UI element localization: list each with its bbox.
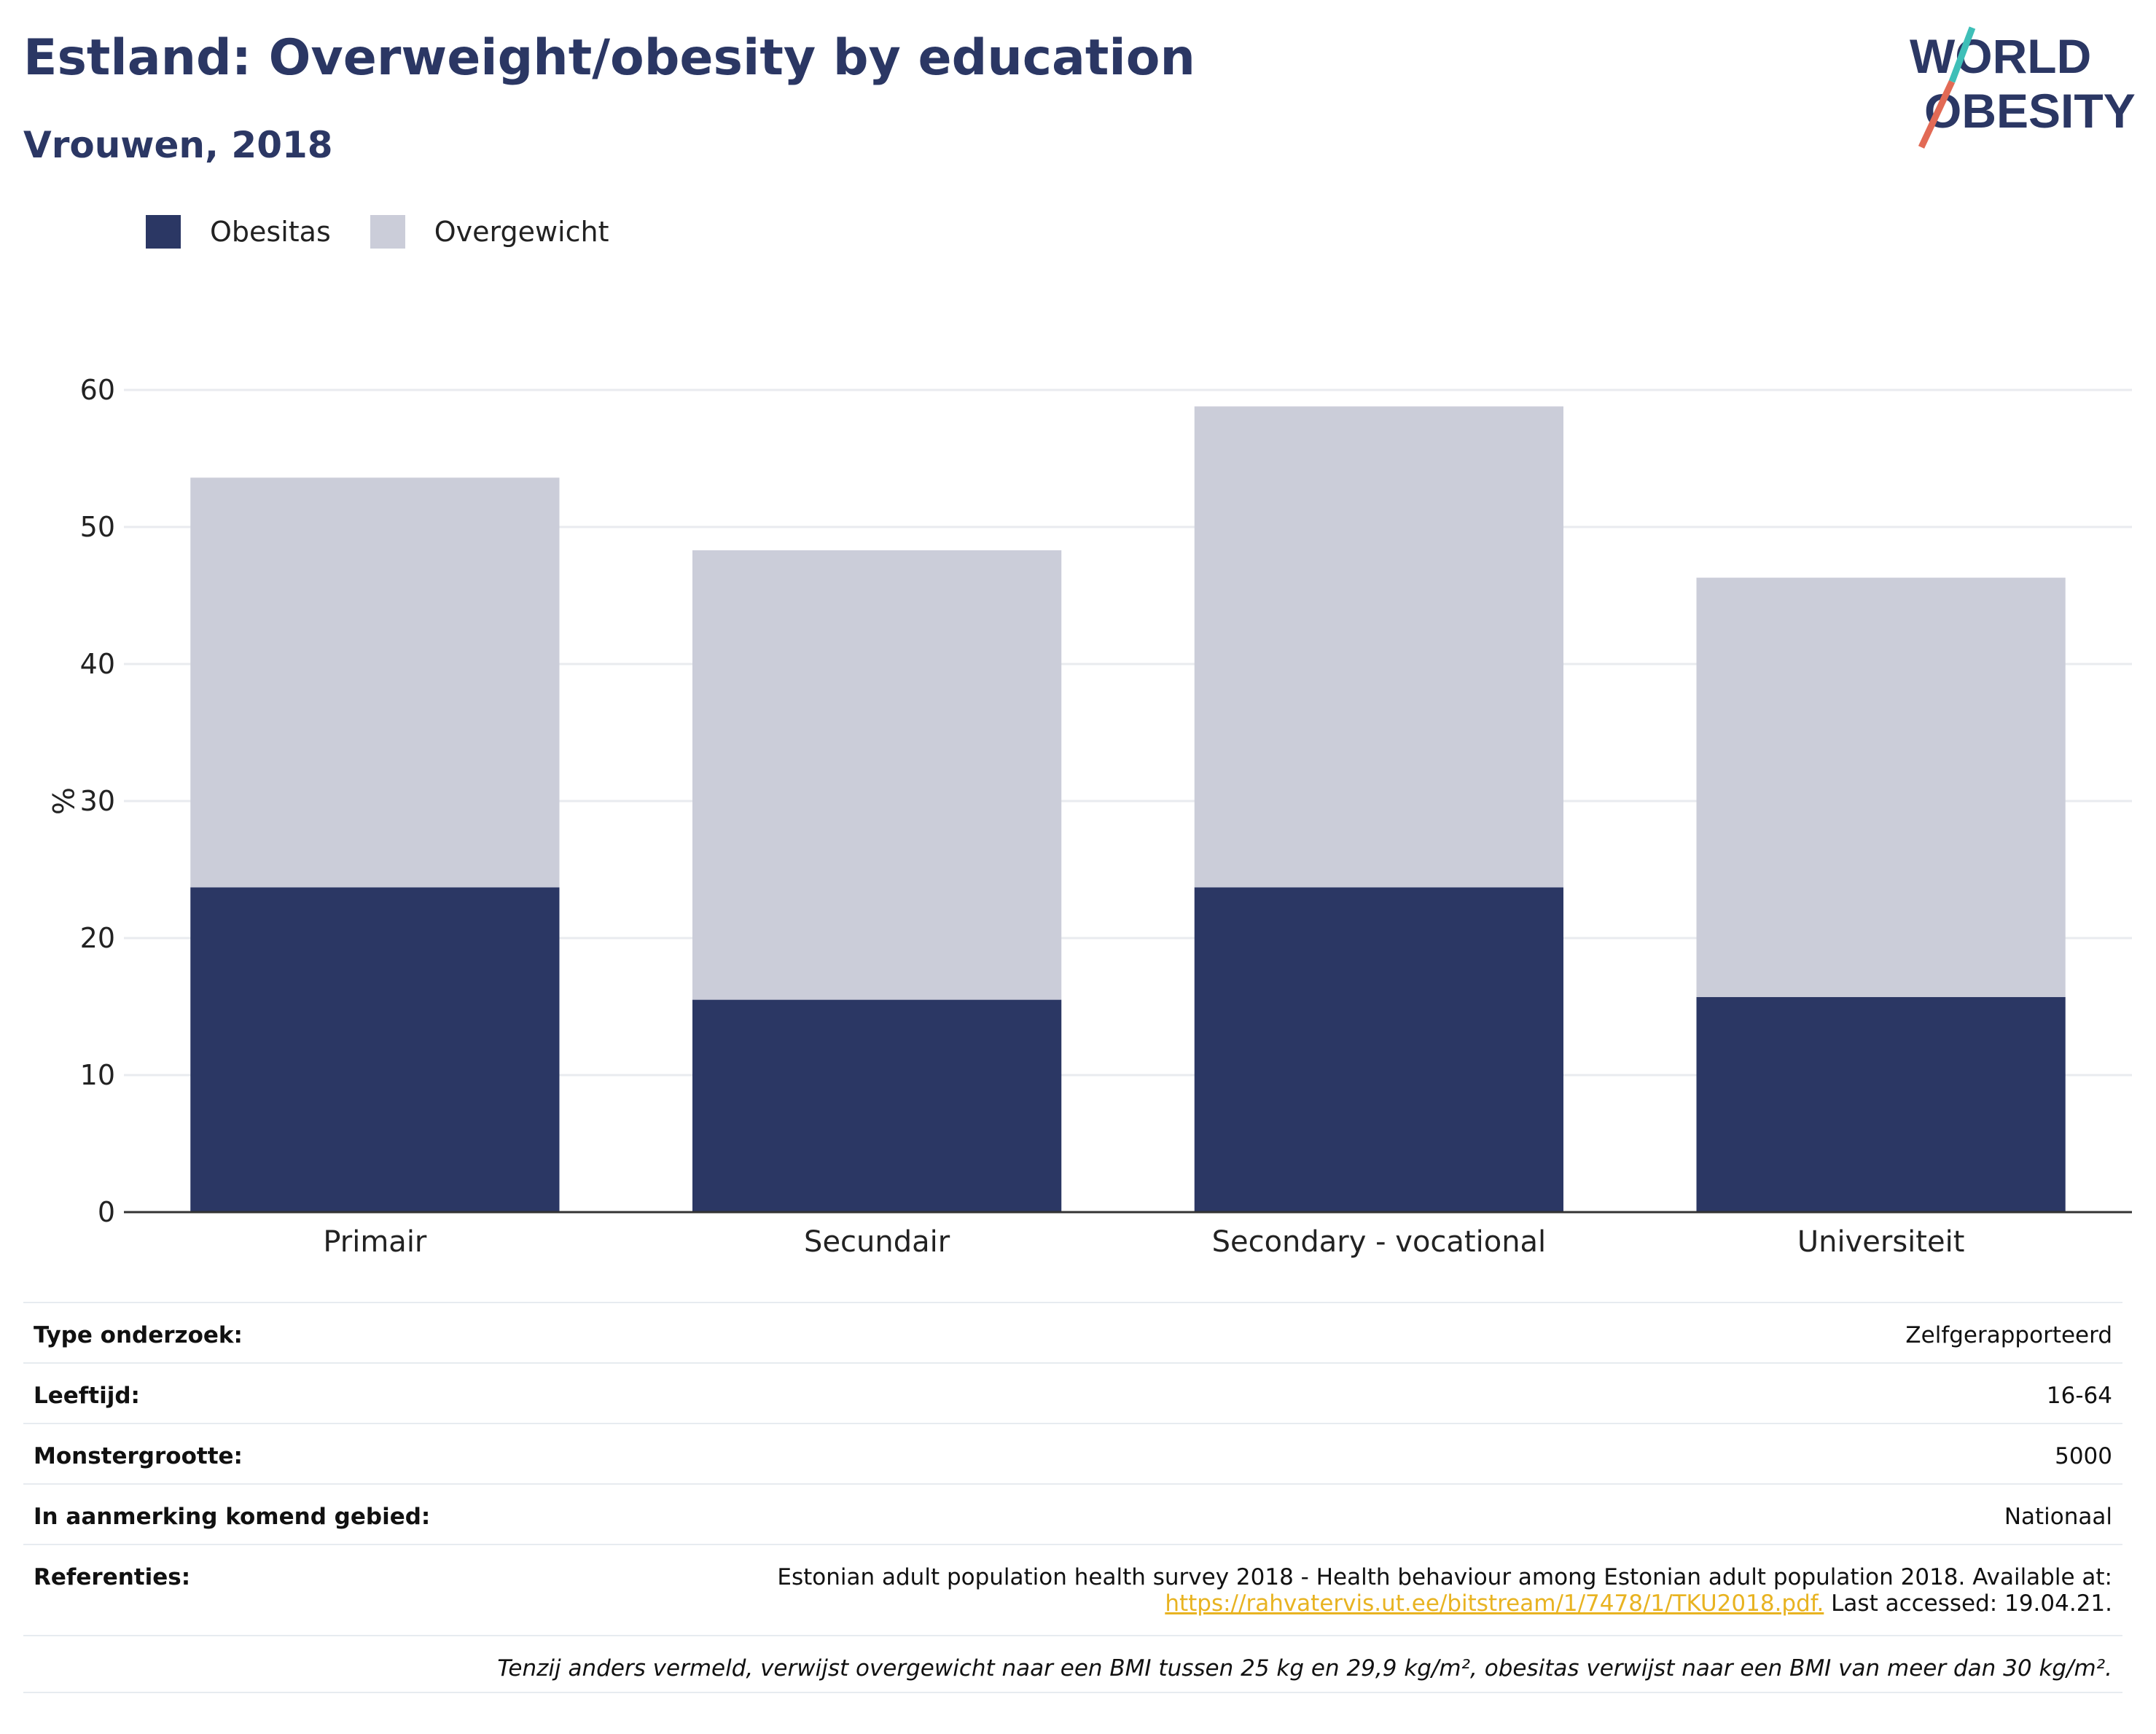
legend-item-obesity: Obesitas xyxy=(146,215,331,249)
y-tick-label: 60 xyxy=(80,374,115,406)
bar-overweight xyxy=(1194,406,1563,888)
y-tick-label: 10 xyxy=(80,1059,115,1091)
x-tick-label: Secundair xyxy=(804,1225,950,1259)
chart-title: Estland: Overweight/obesity by education xyxy=(23,29,1195,87)
references-link[interactable]: https://rahvatervis.ut.ee/bitstream/1/74… xyxy=(1165,1590,1824,1617)
info-value: 5000 xyxy=(2055,1443,2112,1469)
info-value: Zelfgerapporteerd xyxy=(1905,1322,2112,1348)
chart-subtitle: Vrouwen, 2018 xyxy=(23,124,333,166)
references-accessed: Last accessed: 19.04.21. xyxy=(1831,1590,2112,1617)
info-label: In aanmerking komend gebied: xyxy=(34,1504,431,1530)
footnote: Tenzij anders vermeld, verwijst overgewi… xyxy=(23,1635,2122,1693)
bar-overweight xyxy=(1696,577,2066,997)
info-value: 16-64 xyxy=(2046,1383,2112,1409)
bar-obesity xyxy=(190,887,560,1212)
info-row-references: Referenties: Estonian adult population h… xyxy=(23,1544,2122,1635)
bar-obesity xyxy=(1696,996,2066,1212)
logo-slash-coral xyxy=(1918,80,1956,149)
info-row-survey-type: Type onderzoek: Zelfgerapporteerd xyxy=(23,1302,2122,1362)
info-value: Nationaal xyxy=(2004,1504,2112,1530)
legend-swatch-overweight xyxy=(370,215,405,249)
references-text: Estonian adult population health survey … xyxy=(777,1564,2112,1590)
info-table: Type onderzoek: Zelfgerapporteerd Leefti… xyxy=(23,1302,2122,1693)
info-row-sample-size: Monstergrootte: 5000 xyxy=(23,1423,2122,1483)
bar-obesity xyxy=(1194,887,1563,1212)
y-tick-label: 50 xyxy=(80,511,115,543)
y-tick-label: 20 xyxy=(80,922,115,954)
info-label: Monstergrootte: xyxy=(34,1443,243,1469)
legend-label-obesity: Obesitas xyxy=(210,216,331,248)
info-label: Referenties: xyxy=(34,1564,191,1590)
bar-overweight xyxy=(692,550,1062,1000)
logo-text-world: WORLD xyxy=(1910,29,2091,83)
y-tick-label: 40 xyxy=(80,648,115,680)
x-tick-label: Universiteit xyxy=(1797,1225,1965,1259)
legend-label-overweight: Overgewicht xyxy=(434,216,609,248)
info-label: Leeftijd: xyxy=(34,1383,140,1409)
x-tick-label: Secondary - vocational xyxy=(1212,1225,1547,1259)
y-tick-label: 30 xyxy=(80,785,115,817)
logo-slash-teal xyxy=(1948,26,1976,83)
info-row-age: Leeftijd: 16-64 xyxy=(23,1362,2122,1423)
legend-item-overweight: Overgewicht xyxy=(370,215,609,249)
legend-swatch-obesity xyxy=(146,215,181,249)
y-tick-label: 0 xyxy=(98,1196,115,1228)
world-obesity-logo: WORLD OBESITY xyxy=(1910,26,2136,149)
y-axis-label: % xyxy=(45,787,79,815)
info-label: Type onderzoek: xyxy=(34,1322,243,1348)
bar-overweight xyxy=(190,477,560,888)
logo-text-obesity: OBESITY xyxy=(1924,84,2136,138)
legend: Obesitas Overgewicht xyxy=(146,215,649,249)
bar-chart: 0 10 20 30 40 50 60% Primair Secundair Secondary … xyxy=(45,374,2132,1259)
references-text-block: Estonian adult population health survey … xyxy=(777,1564,2112,1617)
info-row-area: In aanmerking komend gebied: Nationaal xyxy=(23,1483,2122,1544)
x-tick-label: Primair xyxy=(323,1225,427,1259)
bar-obesity xyxy=(692,999,1062,1212)
